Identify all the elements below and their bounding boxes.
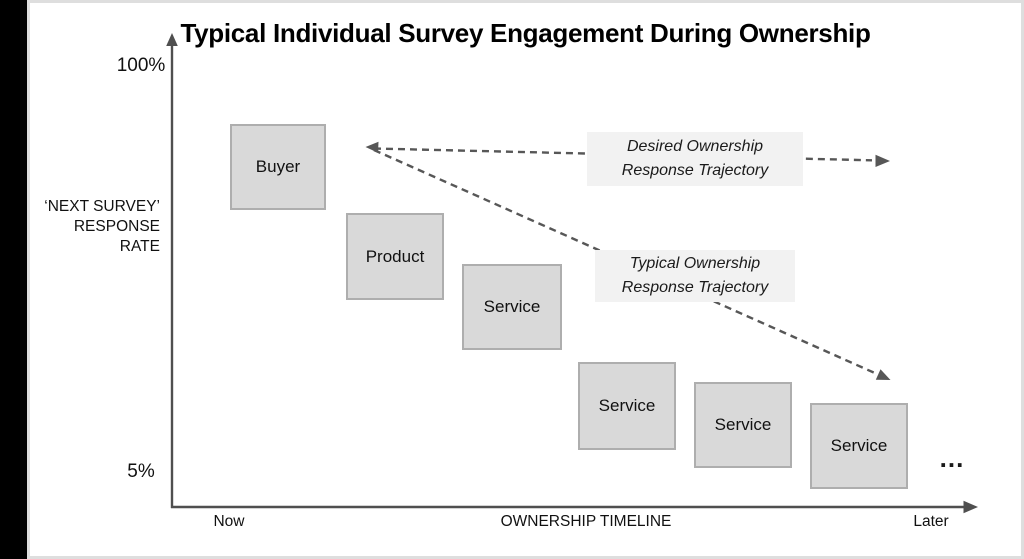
x-axis-title: OWNERSHIP TIMELINE: [500, 513, 672, 530]
node-service-4-label: Service: [830, 436, 888, 455]
continuation-ellipsis: ...: [939, 443, 965, 473]
node-service-2-label: Service: [598, 396, 656, 415]
node-buyer: Buyer: [230, 124, 326, 210]
x-axis-left-label: Now: [213, 513, 245, 530]
desired-trajectory-label-line1: Desired Ownership: [626, 138, 764, 155]
page-title: Typical Individual Survey Engagement Dur…: [180, 18, 871, 48]
desired-trajectory-label: Desired Ownership Response Trajectory: [587, 132, 803, 186]
y-axis-title-line2: RESPONSE: [73, 218, 160, 235]
y-axis-title-line1: ‘NEXT SURVEY’: [44, 198, 160, 215]
y-axis-title: ‘NEXT SURVEY’ RESPONSE RATE: [30, 197, 160, 257]
typical-trajectory-label-line1: Typical Ownership: [629, 255, 761, 272]
y-axis-title-line3: RATE: [119, 238, 160, 255]
desired-trajectory-label-line2: Response Trajectory: [621, 162, 769, 179]
y-axis-max-label: 100%: [116, 55, 166, 76]
node-service-3: Service: [694, 382, 792, 468]
node-product-label: Product: [365, 246, 425, 266]
node-buyer-label: Buyer: [255, 157, 301, 176]
x-axis-right-label: Later: [913, 513, 949, 530]
node-service-3-label: Service: [714, 415, 772, 434]
typical-trajectory-label: Typical Ownership Response Trajectory: [595, 250, 795, 302]
node-service-1: Service: [462, 264, 562, 350]
node-service-1-label: Service: [483, 297, 541, 316]
typical-trajectory-label-line2: Response Trajectory: [621, 279, 769, 296]
node-product: Product: [346, 213, 444, 300]
y-axis-min-label: 5%: [127, 461, 155, 482]
node-service-2: Service: [578, 362, 676, 450]
node-service-4: Service: [810, 403, 908, 489]
